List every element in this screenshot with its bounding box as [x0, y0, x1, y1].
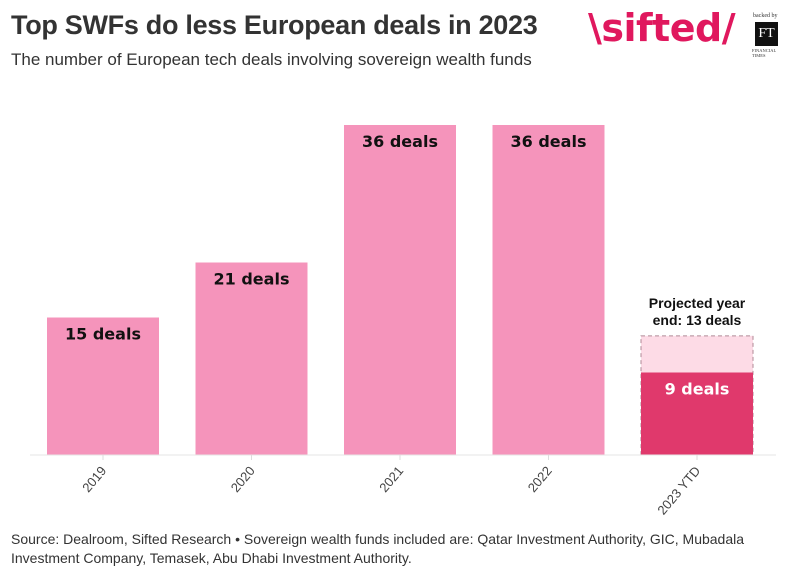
data-label: 9 deals — [665, 380, 730, 399]
chart-title: Top SWFs do less European deals in 2023 — [11, 10, 538, 40]
ft-logo-icon: FT — [755, 22, 778, 46]
sifted-logo: \sifted/ backed by FT FINANCIAL TIMES — [588, 6, 788, 58]
x-tick-label: 2019 — [79, 463, 109, 495]
x-ticks-group: 2019 2020 2021 2022 2023 YTD — [79, 455, 703, 518]
ft-name-line1: FINANCIAL — [752, 48, 777, 53]
data-label: 36 deals — [362, 132, 438, 151]
bar-2021 — [344, 125, 456, 455]
projection-annotation-line2: end: 13 deals — [653, 312, 742, 328]
bar-2023-ytd — [641, 372, 753, 455]
sifted-wordmark: \sifted/ — [588, 6, 736, 50]
backed-by-text: backed by — [753, 13, 778, 19]
data-label: 36 deals — [511, 132, 587, 151]
data-labels-group: 15 deals 21 deals 36 deals 36 deals Projecte… — [65, 132, 746, 399]
x-tick-label: 2023 YTD — [654, 463, 703, 517]
ft-name: FINANCIAL TIMES — [752, 48, 776, 58]
bars-group — [47, 125, 754, 456]
x-tick-label: 2021 — [376, 463, 406, 495]
bar-2020 — [195, 262, 308, 455]
x-tick-label: 2020 — [228, 463, 258, 495]
bar-2019 — [47, 317, 159, 455]
data-label: 15 deals — [65, 325, 141, 344]
projection-annotation-line1: Projected year — [649, 295, 746, 311]
chart-subtitle: The number of European tech deals involv… — [11, 50, 532, 69]
data-label: 21 deals — [214, 270, 290, 289]
ft-name-line2: TIMES — [752, 53, 766, 58]
x-tick-label: 2022 — [525, 463, 555, 495]
bar-2022 — [492, 125, 605, 455]
source-note: Source: Dealroom, Sifted Research • Sove… — [11, 531, 745, 566]
